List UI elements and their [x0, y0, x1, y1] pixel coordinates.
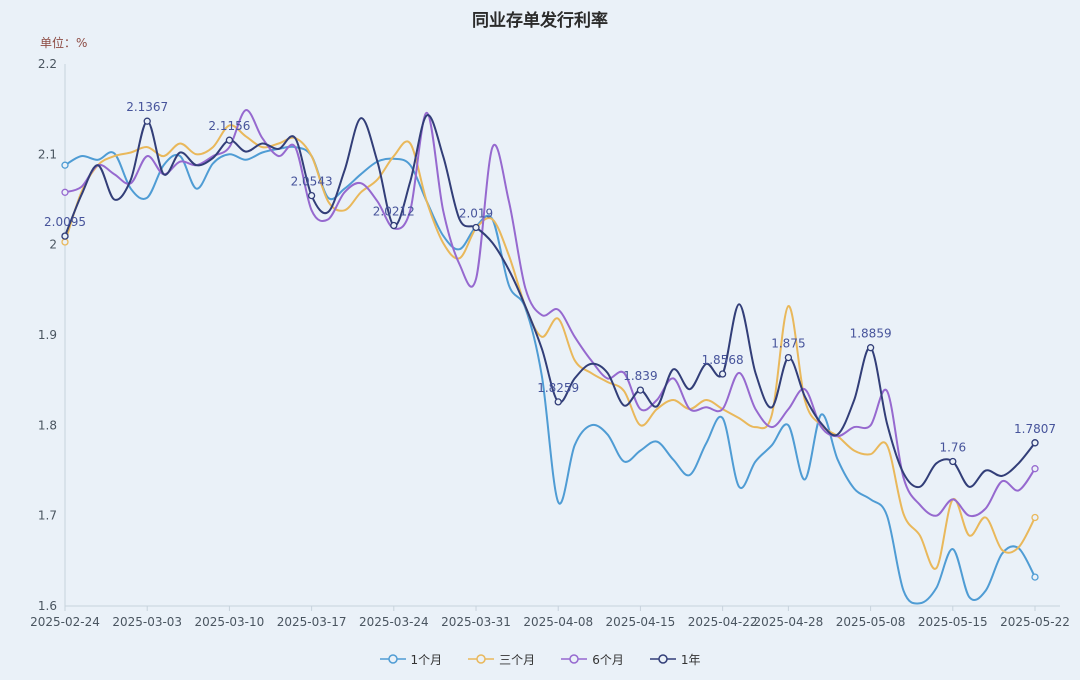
- series-endpoint-marker: [61, 188, 69, 196]
- labeled-point-marker: [866, 344, 875, 352]
- legend-line-circle-icon: [468, 654, 495, 664]
- data-label: 2.0212: [373, 205, 415, 219]
- labeled-point-marker: [554, 398, 562, 406]
- x-tick-label: 2025-04-08: [523, 615, 593, 629]
- x-tick-label: 2025-02-24: [30, 615, 100, 629]
- labeled-point-marker: [390, 221, 398, 230]
- legend-item-6month[interactable]: 6个月: [561, 651, 624, 668]
- legend-line-circle-icon: [379, 654, 406, 664]
- data-label: 1.8259: [537, 381, 579, 395]
- data-label: 1.875: [771, 337, 805, 351]
- data-label: 1.7807: [1014, 422, 1056, 436]
- y-tick-label: 1.9: [38, 328, 57, 342]
- x-tick-label: 2025-03-24: [359, 615, 429, 629]
- series-line-3: [64, 114, 1036, 489]
- series-endpoint-marker: [1031, 465, 1039, 473]
- labeled-point-marker: [472, 223, 480, 232]
- data-label: 1.8859: [850, 327, 892, 341]
- y-tick-label: 2.1: [38, 147, 57, 161]
- legend-item-1month[interactable]: 1个月: [379, 651, 443, 668]
- data-label: 2.0095: [44, 215, 86, 229]
- x-tick-label: 2025-05-22: [1000, 615, 1070, 629]
- chart-title: 同业存单发行利率: [472, 11, 608, 31]
- labeled-point-marker: [143, 117, 151, 125]
- x-tick-label: 2025-03-17: [277, 615, 347, 629]
- x-tick-label: 2025-05-08: [836, 615, 906, 629]
- x-tick-label: 2025-04-22: [688, 615, 758, 629]
- series-endpoint-marker: [1031, 513, 1039, 522]
- y-tick-label: 1.6: [38, 599, 57, 613]
- labeled-point-marker: [949, 457, 957, 466]
- series-endpoint-marker: [1031, 573, 1039, 581]
- labeled-point-marker: [784, 353, 793, 362]
- series-line-2: [64, 109, 1036, 518]
- labeled-point-marker: [1031, 439, 1039, 447]
- data-label: 2.1156: [208, 119, 250, 133]
- y-tick-label: 1.7: [38, 509, 57, 523]
- legend-line-circle-icon: [649, 654, 676, 664]
- y-tick-label: 2: [49, 238, 57, 252]
- y-tick-label: 2.2: [38, 57, 57, 71]
- series-endpoint-marker: [61, 238, 69, 246]
- legend-label-3month: 三个月: [499, 652, 536, 667]
- legend-item-1year[interactable]: 1年: [649, 651, 701, 668]
- data-label: 1.8568: [702, 353, 744, 367]
- series-line-0: [64, 145, 1036, 605]
- x-tick-label: 2025-05-15: [918, 615, 988, 629]
- data-label: 2.0543: [291, 175, 333, 189]
- legend-line-circle-icon: [561, 654, 588, 664]
- labeled-point-marker: [61, 232, 69, 240]
- x-tick-label: 2025-03-10: [195, 615, 265, 629]
- data-label: 2.1367: [126, 100, 168, 114]
- data-label: 2.019: [459, 207, 493, 221]
- legend-label-6month: 6个月: [592, 652, 624, 667]
- labeled-point-marker: [307, 191, 316, 200]
- x-tick-label: 2025-04-15: [606, 615, 676, 629]
- x-tick-label: 2025-03-31: [441, 615, 511, 629]
- unit-label: 单位：%: [40, 36, 88, 50]
- series-line-1: [64, 124, 1036, 570]
- data-label: 1.76: [939, 441, 966, 455]
- legend-label-1month: 1个月: [410, 652, 443, 667]
- legend: 1个月 三个月 6个月 1年: [0, 642, 1080, 676]
- line-chart: 1.6 1.7 1.8 1.9 2 2.1 2.2 2025-02-24 2025-03-03 2…: [30, 57, 1070, 629]
- y-tick-label: 1.8: [38, 418, 57, 432]
- series-endpoint-marker: [61, 161, 69, 169]
- labeled-point-marker: [225, 136, 234, 144]
- labeled-point-marker: [718, 370, 727, 378]
- labeled-point-marker: [636, 386, 645, 394]
- x-tick-label: 2025-04-28: [754, 615, 824, 629]
- legend-item-3month[interactable]: 三个月: [468, 651, 535, 668]
- data-label: 1.839: [623, 369, 657, 383]
- legend-label-1year: 1年: [680, 652, 701, 667]
- x-tick-label: 2025-03-03: [112, 615, 182, 629]
